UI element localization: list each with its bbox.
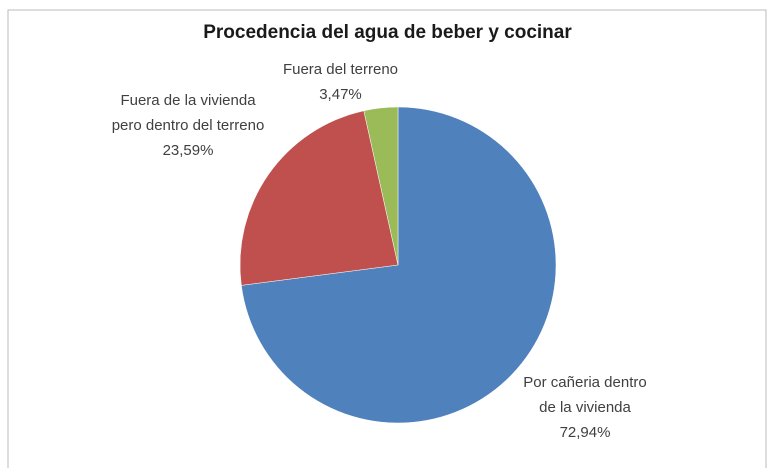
pie-slice xyxy=(239,110,399,286)
value-label: 3,47% xyxy=(319,86,362,103)
value-label: 72,94% xyxy=(559,424,611,441)
chart-title: Procedencia del agua de beber y cocinar xyxy=(203,22,572,43)
slice-label: Fuera del terreno 3,47% xyxy=(268,57,413,107)
category-label: Fuera del terreno xyxy=(282,61,399,78)
category-label: Fuera de la vivienda pero dentro del ter… xyxy=(111,92,265,134)
slice-label: Por cañeria dentro de la vivienda 72,94% xyxy=(515,370,655,445)
chart-frame xyxy=(7,9,767,468)
slice-label: Fuera de la vivienda pero dentro del ter… xyxy=(108,88,268,163)
pie-slice xyxy=(363,106,399,266)
category-label: Por cañeria dentro de la vivienda xyxy=(523,374,647,416)
value-label: 23,59% xyxy=(162,142,214,159)
pie-slice xyxy=(241,106,557,424)
